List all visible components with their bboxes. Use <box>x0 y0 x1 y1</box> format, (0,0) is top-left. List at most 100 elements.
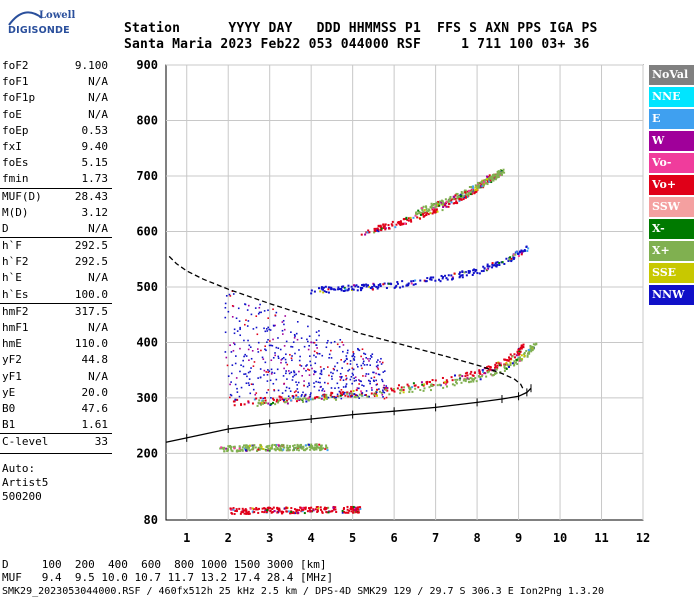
echo-point <box>380 363 383 365</box>
echo-point <box>513 364 516 367</box>
param-key: foE <box>2 107 22 121</box>
echo-point <box>362 375 364 377</box>
echo-point <box>233 404 236 407</box>
echo-point <box>322 388 324 390</box>
echo-point <box>264 361 267 364</box>
echo-point <box>346 392 349 395</box>
echo-point <box>467 270 470 273</box>
echo-point <box>260 447 263 450</box>
echo-point <box>345 378 347 381</box>
echo-point <box>306 510 309 513</box>
echo-point <box>494 365 497 368</box>
echo-point <box>251 510 254 513</box>
echo-point <box>316 352 318 354</box>
echo-point <box>525 349 528 352</box>
echo-point <box>272 401 275 404</box>
echo-point <box>235 510 238 513</box>
echo-point <box>275 378 278 381</box>
echo-point <box>336 343 339 346</box>
echo-point <box>335 398 338 401</box>
param-key: yE <box>2 385 16 399</box>
echo-point <box>254 446 257 449</box>
echo-point <box>451 276 454 279</box>
echo-point <box>321 389 323 392</box>
echo-point <box>515 251 518 254</box>
echo-point <box>244 303 247 306</box>
echo-point <box>406 383 409 386</box>
echo-point <box>363 364 366 366</box>
echo-point <box>335 396 338 399</box>
echo-point <box>495 176 498 179</box>
echo-point <box>251 445 254 448</box>
echo-point <box>425 210 428 213</box>
echo-point <box>340 389 343 391</box>
echo-point <box>247 320 250 322</box>
echo-point <box>259 376 262 379</box>
echo-point <box>301 508 304 511</box>
echo-point <box>370 354 372 357</box>
echo-point <box>224 306 227 309</box>
echo-point <box>498 362 501 365</box>
echo-point <box>350 376 353 378</box>
echo-point <box>266 449 269 452</box>
echo-point <box>327 506 330 509</box>
echo-point <box>237 449 240 452</box>
echo-point <box>229 507 232 510</box>
echo-point <box>383 397 386 400</box>
echo-point <box>252 447 255 450</box>
echo-point <box>372 371 374 374</box>
echo-point <box>343 289 346 292</box>
echo-point <box>310 292 313 295</box>
echo-point <box>436 203 439 206</box>
echo-point <box>371 353 374 356</box>
echo-point <box>270 447 273 450</box>
echo-point <box>297 381 300 384</box>
echo-point <box>267 371 270 373</box>
echo-point <box>280 361 282 364</box>
echo-point <box>483 371 486 374</box>
echo-point <box>238 445 241 448</box>
echo-point <box>455 382 458 385</box>
echo-point <box>283 383 285 385</box>
echo-point <box>252 508 255 511</box>
echo-point <box>414 214 417 217</box>
echo-point <box>350 510 353 513</box>
echo-point <box>229 393 232 396</box>
echo-point <box>335 510 338 513</box>
echo-point <box>326 341 328 344</box>
echo-point <box>351 288 354 291</box>
param-value: 292.5 <box>74 239 108 253</box>
echo-point <box>457 195 460 198</box>
echo-point <box>377 368 380 370</box>
param-row: C-level 33 <box>0 433 112 450</box>
echo-point <box>339 372 342 375</box>
echo-point <box>303 345 306 348</box>
echo-point <box>277 399 280 402</box>
echo-point <box>367 229 370 232</box>
echo-point <box>375 384 378 386</box>
autoscale-line: Artist5 <box>2 475 49 489</box>
echo-point <box>516 363 519 366</box>
param-key: foF1p <box>2 91 36 105</box>
echo-point <box>274 314 277 317</box>
echo-point <box>401 280 404 283</box>
echo-point <box>325 346 328 349</box>
echo-point <box>340 397 343 400</box>
echo-point <box>478 272 481 275</box>
echo-point <box>300 510 303 513</box>
echo-point <box>264 396 267 399</box>
echo-point <box>229 396 231 399</box>
echo-point <box>281 443 284 446</box>
echo-point <box>458 378 461 381</box>
echo-point <box>372 379 375 382</box>
echo-point <box>520 347 523 350</box>
echo-point <box>515 358 518 361</box>
echo-point <box>471 273 474 276</box>
echo-point <box>220 447 223 450</box>
echo-point <box>245 447 248 450</box>
echo-point <box>513 356 516 359</box>
echo-point <box>370 392 373 395</box>
echo-point <box>293 371 296 374</box>
echo-point <box>310 364 312 367</box>
echo-point <box>420 211 423 214</box>
